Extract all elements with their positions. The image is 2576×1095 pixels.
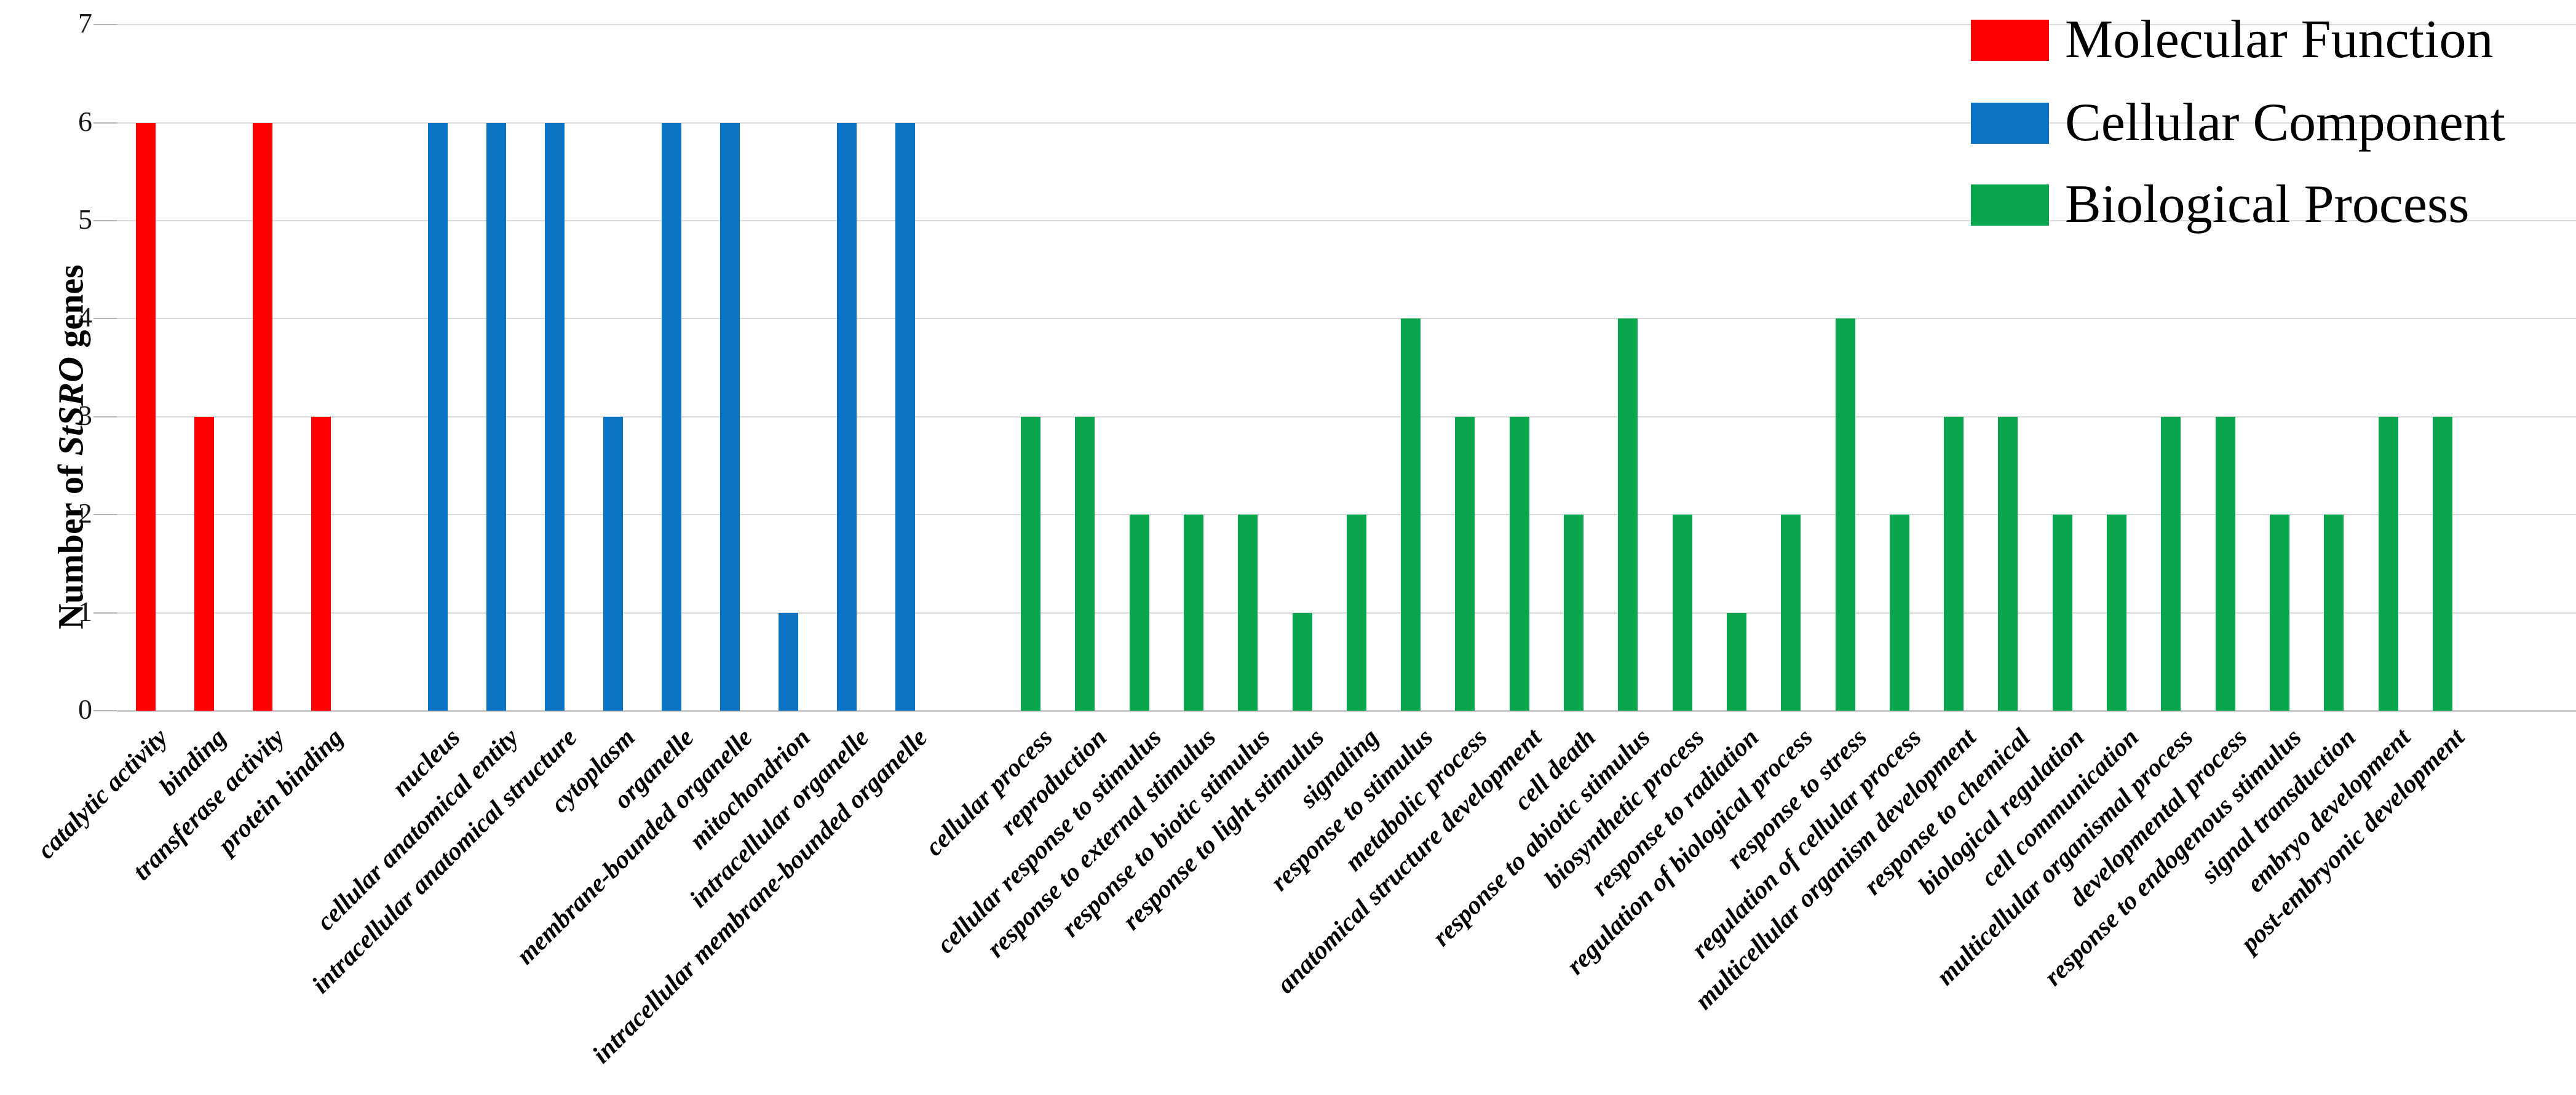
bar-cell-death bbox=[1564, 515, 1583, 711]
legend-label-cellular-component: Cellular Component bbox=[2065, 93, 2506, 152]
y-axis-title-text: Number of StSRO genes bbox=[50, 264, 92, 630]
y-axis-tick-7 bbox=[93, 24, 117, 26]
y-axis-tick-label-5: 5 bbox=[78, 204, 92, 235]
legend-label-biological-process: Biological Process bbox=[2065, 175, 2470, 234]
bar-cellular-anatomical-entity bbox=[486, 122, 506, 711]
y-axis-tick-5 bbox=[93, 220, 117, 221]
bar-signal-transduction bbox=[2324, 515, 2344, 711]
bar-response-to-external-stimulus bbox=[1183, 515, 1203, 711]
y-axis-title-gene-name: StSRO bbox=[50, 357, 91, 456]
bar-mitochondrion bbox=[779, 612, 798, 711]
bar-cytoplasm bbox=[603, 416, 623, 711]
legend-swatch-cellular-component bbox=[1971, 102, 2049, 144]
bar-response-to-abiotic-stimulus bbox=[1618, 318, 1638, 711]
y-axis-tick-label-1: 1 bbox=[78, 595, 92, 627]
gridline-0 bbox=[117, 710, 2576, 712]
bar-post-embryonic-development bbox=[2432, 416, 2452, 711]
gridline-6 bbox=[117, 122, 2576, 124]
gridline-7 bbox=[117, 24, 2576, 26]
bar-response-to-endogenous-stimulus bbox=[2269, 515, 2289, 711]
gridline-4 bbox=[117, 318, 2576, 320]
bar-protein-binding bbox=[311, 416, 331, 711]
bar-nucleus bbox=[428, 122, 448, 711]
bar-multicellular-organismal-process bbox=[2161, 416, 2181, 711]
bar-catalytic-activity bbox=[136, 122, 156, 711]
gridline-5 bbox=[117, 220, 2576, 221]
y-axis-title-prefix: Number of bbox=[50, 456, 91, 630]
y-axis-tick-label-0: 0 bbox=[78, 694, 92, 725]
bar-response-to-light-stimulus bbox=[1292, 612, 1312, 711]
y-axis-tick-label-4: 4 bbox=[78, 301, 92, 333]
y-axis-tick-0 bbox=[93, 710, 117, 711]
y-axis-tick-label-7: 7 bbox=[78, 7, 92, 39]
bar-intracellular-membrane-bounded-organelle bbox=[895, 122, 915, 711]
bar-transferase-activity bbox=[253, 122, 272, 711]
y-axis-title-suffix: genes bbox=[50, 264, 91, 357]
bar-anatomical-structure-development bbox=[1509, 416, 1529, 711]
y-axis-tick-3 bbox=[93, 416, 117, 417]
legend-item-molecular-function: Molecular Function bbox=[1971, 9, 2494, 71]
bar-response-to-stress bbox=[1835, 318, 1855, 711]
y-axis-tick-4 bbox=[93, 318, 117, 320]
legend-item-biological-process: Biological Process bbox=[1971, 174, 2469, 235]
y-axis-tick-1 bbox=[93, 612, 117, 614]
bar-biosynthetic-process bbox=[1672, 515, 1692, 711]
gridline-3 bbox=[117, 416, 2576, 417]
bar-regulation-of-biological-process bbox=[1781, 515, 1801, 711]
bar-intracellular-anatomical-structure bbox=[545, 122, 565, 711]
bar-reproduction bbox=[1075, 416, 1095, 711]
bar-organelle bbox=[662, 122, 681, 711]
bar-response-to-chemical bbox=[1998, 416, 2018, 711]
y-axis-tick-label-3: 3 bbox=[78, 399, 92, 431]
legend-item-cellular-component: Cellular Component bbox=[1971, 92, 2505, 154]
y-axis-tick-6 bbox=[93, 122, 117, 124]
bar-developmental-process bbox=[2215, 416, 2235, 711]
bar-membrane-bounded-organelle bbox=[720, 122, 740, 711]
bar-intracellular-organelle bbox=[837, 122, 857, 711]
bar-cell-communication bbox=[2107, 515, 2126, 711]
y-axis-tick-2 bbox=[93, 514, 117, 516]
bar-signaling bbox=[1346, 515, 1366, 711]
legend-swatch-biological-process bbox=[1971, 184, 2049, 226]
bar-binding bbox=[194, 416, 214, 711]
bar-response-to-biotic-stimulus bbox=[1238, 515, 1258, 711]
bar-multicellular-organism-development bbox=[1944, 416, 1964, 711]
bar-embryo-development bbox=[2378, 416, 2398, 711]
bar-cellular-response-to-stimulus bbox=[1129, 515, 1149, 711]
bar-response-to-radiation bbox=[1726, 612, 1746, 711]
gridline-1 bbox=[117, 612, 2576, 614]
y-axis-tick-label-2: 2 bbox=[78, 497, 92, 529]
legend-swatch-molecular-function bbox=[1971, 19, 2049, 61]
bar-metabolic-process bbox=[1455, 416, 1475, 711]
legend-label-molecular-function: Molecular Function bbox=[2065, 10, 2494, 69]
bar-response-to-stimulus bbox=[1401, 318, 1421, 711]
bar-cellular-process bbox=[1021, 416, 1040, 711]
gridline-2 bbox=[117, 514, 2576, 516]
bar-regulation-of-cellular-process bbox=[1889, 515, 1909, 711]
y-axis-tick-label-6: 6 bbox=[78, 105, 92, 137]
bar-biological-regulation bbox=[2052, 515, 2072, 711]
